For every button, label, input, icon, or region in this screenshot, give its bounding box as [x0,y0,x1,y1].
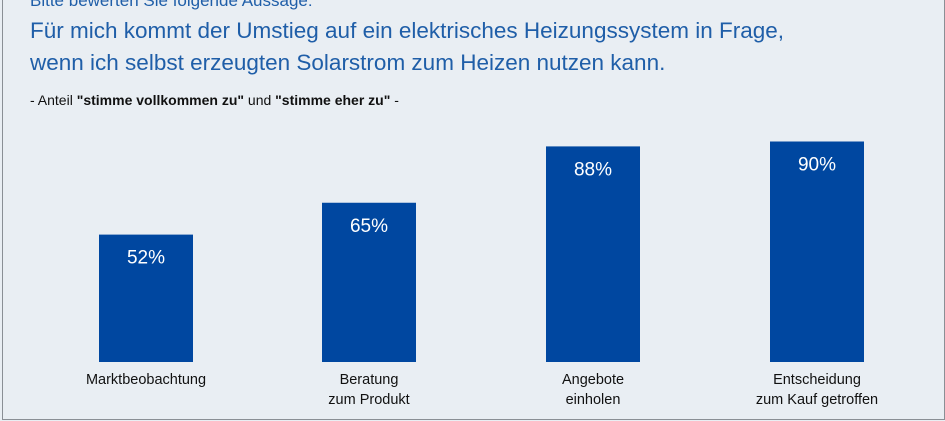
subtitle-suffix: - [390,92,399,108]
subtitle-bold-1: "stimme vollkommen zu" [76,92,245,108]
bar-1 [322,202,416,362]
category-label-line: zum Produkt [328,392,410,408]
category-label-line: Entscheidung [773,372,861,388]
subtitle-middle: und [244,92,276,108]
category-label-2: Angebote einholen [493,370,693,410]
subtitle-bold-2: "stimme eher zu" [275,92,391,108]
category-label-line: Beratung [339,372,399,388]
category-label-line: Angebote [561,372,625,388]
title-line-1: Für mich kommt der Umstieg auf ein elekt… [30,18,785,43]
category-label-line: Marktbeobachtung [85,372,207,388]
data-label-0: 52% [127,248,165,269]
category-label-0: Marktbeobachtung [46,370,246,390]
bar-2 [546,146,640,362]
question-intro: Bitte bewerten Sie folgende Aussage: [30,0,313,10]
data-label-1: 65% [350,216,388,237]
chart-title: Für mich kommt der Umstieg auf ein elekt… [30,15,784,79]
chart-subtitle: - Anteil "stimme vollkommen zu" und "sti… [30,92,399,108]
category-label-line: einholen [565,392,621,408]
category-label-line: zum Kauf getroffen [755,392,879,408]
category-label-1: Beratung zum Produkt [269,370,469,410]
data-label-2: 88% [574,159,612,180]
data-label-3: 90% [798,155,836,176]
title-line-2: wenn ich selbst erzeugten Solarstrom zum… [30,50,666,75]
bar-0 [99,234,193,362]
subtitle-prefix: - Anteil [30,92,77,108]
bar-3 [770,141,864,362]
category-label-3: Entscheidung zum Kauf getroffen [717,370,917,410]
